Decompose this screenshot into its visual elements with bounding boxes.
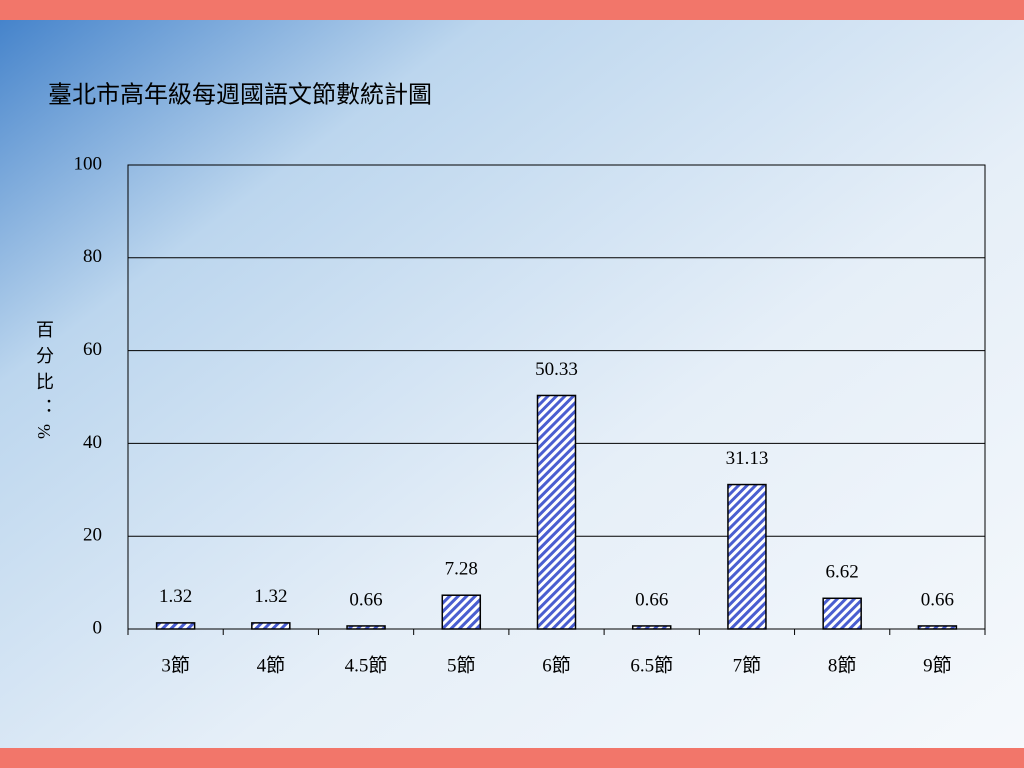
- x-tick-label: 3節: [161, 654, 190, 676]
- data-label: 6.62: [826, 562, 859, 583]
- y-tick-label: 0: [93, 617, 103, 638]
- bar: [917, 625, 958, 630]
- bar: [155, 622, 196, 630]
- data-label: 31.13: [726, 448, 769, 469]
- y-tick-label: 80: [83, 246, 102, 267]
- y-tick-label: 60: [83, 339, 102, 360]
- x-tick-label: 4.5節: [345, 654, 388, 676]
- x-tick-label: 5節: [447, 654, 476, 676]
- y-tick-label: 20: [83, 525, 102, 546]
- bar: [727, 483, 767, 630]
- bar: [346, 625, 386, 630]
- top-band: [0, 0, 1024, 20]
- data-label: 1.32: [159, 586, 192, 607]
- y-tick-label: 40: [83, 432, 102, 453]
- bar: [441, 594, 482, 630]
- x-tick-label: 6.5節: [630, 654, 673, 676]
- data-label: 7.28: [445, 559, 478, 580]
- x-tick-label: 6節: [542, 654, 571, 676]
- x-tick-label: 8節: [828, 654, 857, 676]
- data-label: 50.33: [535, 359, 578, 380]
- data-label: 0.66: [921, 589, 954, 610]
- y-axis-label: 百分比：%: [34, 320, 54, 447]
- bar: [822, 597, 862, 630]
- chart-title: 臺北市高年級每週國語文節數統計圖: [48, 82, 432, 109]
- bottom-band: [0, 748, 1024, 768]
- data-label: 0.66: [349, 589, 382, 610]
- x-tick-label: 7節: [733, 654, 762, 676]
- bar: [631, 625, 672, 630]
- x-tick-label: 9節: [923, 654, 952, 676]
- bar: [536, 394, 577, 630]
- data-label: 1.32: [254, 586, 287, 607]
- x-tick-label: 4節: [257, 654, 286, 676]
- y-tick-label: 100: [74, 153, 103, 174]
- bar: [251, 622, 291, 630]
- data-label: 0.66: [635, 589, 668, 610]
